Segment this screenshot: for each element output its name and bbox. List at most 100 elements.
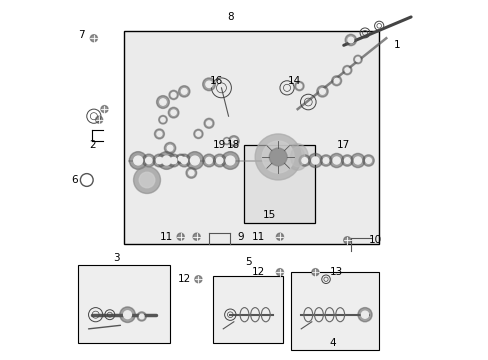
Circle shape: [345, 34, 356, 46]
Circle shape: [178, 157, 183, 161]
Text: 11: 11: [160, 232, 173, 242]
Circle shape: [319, 89, 325, 94]
Circle shape: [185, 152, 203, 169]
Circle shape: [139, 314, 144, 319]
Circle shape: [223, 138, 230, 145]
Circle shape: [139, 172, 155, 188]
Circle shape: [329, 153, 343, 168]
Bar: [212, 276, 283, 343]
Circle shape: [269, 148, 286, 166]
Circle shape: [162, 156, 171, 165]
Circle shape: [181, 157, 187, 164]
Circle shape: [347, 37, 353, 43]
Circle shape: [332, 157, 340, 164]
Circle shape: [361, 311, 368, 318]
Circle shape: [133, 156, 142, 165]
Circle shape: [262, 141, 293, 173]
Circle shape: [299, 155, 310, 166]
Circle shape: [231, 138, 236, 144]
Circle shape: [205, 157, 212, 164]
Circle shape: [177, 233, 184, 240]
Ellipse shape: [286, 144, 307, 170]
Circle shape: [333, 78, 339, 83]
Circle shape: [123, 311, 131, 319]
Bar: [78, 265, 170, 343]
Circle shape: [145, 157, 152, 164]
Circle shape: [357, 307, 371, 322]
Circle shape: [193, 233, 200, 240]
Circle shape: [133, 167, 160, 193]
Circle shape: [342, 66, 351, 75]
Circle shape: [362, 155, 373, 166]
Circle shape: [301, 158, 307, 163]
Circle shape: [160, 99, 166, 105]
Circle shape: [129, 152, 147, 169]
Circle shape: [171, 110, 176, 115]
Circle shape: [164, 143, 175, 154]
Circle shape: [96, 116, 102, 123]
Text: 1: 1: [393, 40, 399, 50]
Circle shape: [323, 158, 328, 163]
Circle shape: [350, 153, 364, 168]
Circle shape: [169, 90, 178, 100]
Circle shape: [159, 116, 167, 124]
Text: 12: 12: [177, 274, 190, 284]
Circle shape: [344, 68, 349, 72]
Text: 11: 11: [251, 232, 265, 242]
Circle shape: [188, 170, 194, 176]
Bar: [290, 272, 378, 350]
Circle shape: [307, 153, 322, 168]
Circle shape: [221, 152, 239, 169]
Circle shape: [355, 57, 359, 62]
Bar: [124, 31, 378, 244]
Circle shape: [203, 118, 214, 128]
Circle shape: [171, 93, 176, 97]
Circle shape: [157, 152, 175, 169]
Circle shape: [311, 157, 318, 164]
Circle shape: [157, 131, 162, 136]
Circle shape: [331, 76, 341, 86]
Circle shape: [153, 154, 165, 167]
Circle shape: [365, 158, 370, 163]
Circle shape: [341, 155, 352, 166]
Circle shape: [216, 157, 223, 164]
Circle shape: [206, 121, 211, 126]
Text: 10: 10: [368, 235, 382, 245]
Text: 12: 12: [251, 267, 265, 277]
Circle shape: [255, 134, 301, 180]
Text: 6: 6: [71, 175, 78, 185]
Circle shape: [142, 154, 155, 167]
Text: 3: 3: [113, 253, 120, 263]
Circle shape: [343, 237, 350, 244]
Circle shape: [161, 118, 165, 122]
Circle shape: [90, 35, 97, 42]
Circle shape: [196, 132, 200, 136]
Text: 18: 18: [227, 140, 240, 149]
Text: 16: 16: [209, 76, 223, 86]
Text: 9: 9: [237, 232, 244, 242]
Circle shape: [353, 55, 362, 64]
Circle shape: [120, 307, 135, 323]
Text: 13: 13: [329, 267, 343, 277]
Text: 17: 17: [336, 140, 350, 149]
Ellipse shape: [290, 147, 304, 167]
Circle shape: [320, 155, 331, 166]
Circle shape: [294, 81, 304, 91]
Circle shape: [195, 276, 202, 283]
Circle shape: [276, 269, 283, 276]
Circle shape: [176, 154, 185, 163]
Circle shape: [167, 154, 180, 167]
Circle shape: [185, 168, 196, 178]
Circle shape: [156, 157, 163, 164]
Circle shape: [178, 154, 190, 167]
Circle shape: [178, 86, 189, 97]
Circle shape: [311, 269, 318, 276]
Text: 19: 19: [213, 140, 226, 149]
Circle shape: [224, 139, 228, 143]
Circle shape: [181, 89, 187, 94]
Circle shape: [205, 81, 212, 87]
Circle shape: [170, 157, 177, 164]
Circle shape: [168, 107, 179, 118]
Text: 5: 5: [244, 257, 251, 266]
Text: 15: 15: [262, 211, 275, 220]
